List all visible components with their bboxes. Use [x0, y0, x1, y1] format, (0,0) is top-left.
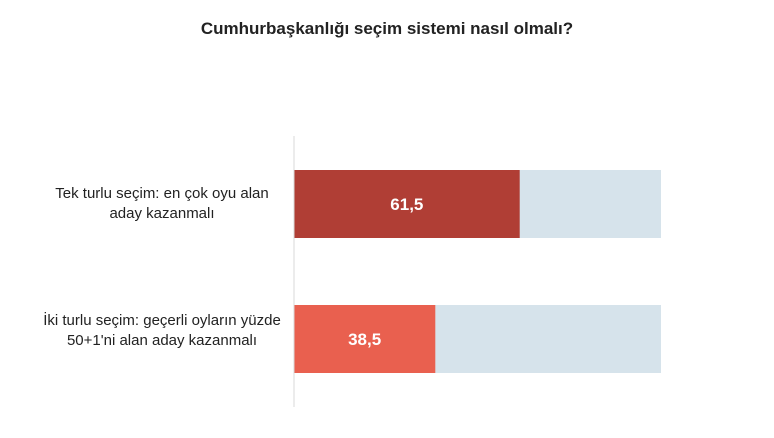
- data-label: 61,5: [390, 195, 423, 214]
- bar: [294, 305, 436, 373]
- bar: [294, 170, 520, 238]
- category-label: Tek turlu seçim: en çok oyu alan aday ka…: [55, 185, 269, 222]
- category-label: İki turlu seçim: geçerli oyların yüzde 5…: [43, 312, 281, 349]
- chart-title: Cumhurbaşkanlığı seçim sistemi nasıl olm…: [200, 19, 574, 38]
- data-label: 38,5: [348, 330, 381, 349]
